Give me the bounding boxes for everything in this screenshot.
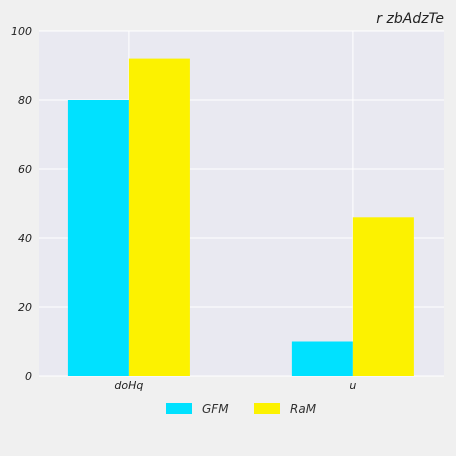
y-tick-label: 80 <box>18 94 32 107</box>
y-tick-label: 40 <box>18 232 32 245</box>
x-tick-label: doHq <box>114 379 143 392</box>
x-tick-label: u <box>349 379 356 392</box>
bar-GFM-u <box>291 341 353 376</box>
bar-GFM-doHq <box>67 100 129 376</box>
y-tick-label: 20 <box>18 301 32 314</box>
y-tick-label: 60 <box>18 163 32 176</box>
bar-RaM-u <box>352 217 414 376</box>
legend-label-GFM: GFM <box>202 402 229 416</box>
y-tick-label: 100 <box>11 25 32 38</box>
legend-swatch-RaM <box>254 403 280 414</box>
legend: GFM RaM <box>166 402 317 416</box>
y-tick-label: 0 <box>25 370 32 383</box>
y-axis-ticks: 0 20 40 60 80 100 <box>11 25 32 383</box>
bars <box>67 58 414 376</box>
chart-title: r zbAdzTe <box>376 11 444 27</box>
bar-RaM-doHq <box>128 58 190 376</box>
legend-label-RaM: RaM <box>290 402 317 416</box>
legend-swatch-GFM <box>166 403 192 414</box>
x-axis-ticks: doHq u <box>114 379 356 392</box>
